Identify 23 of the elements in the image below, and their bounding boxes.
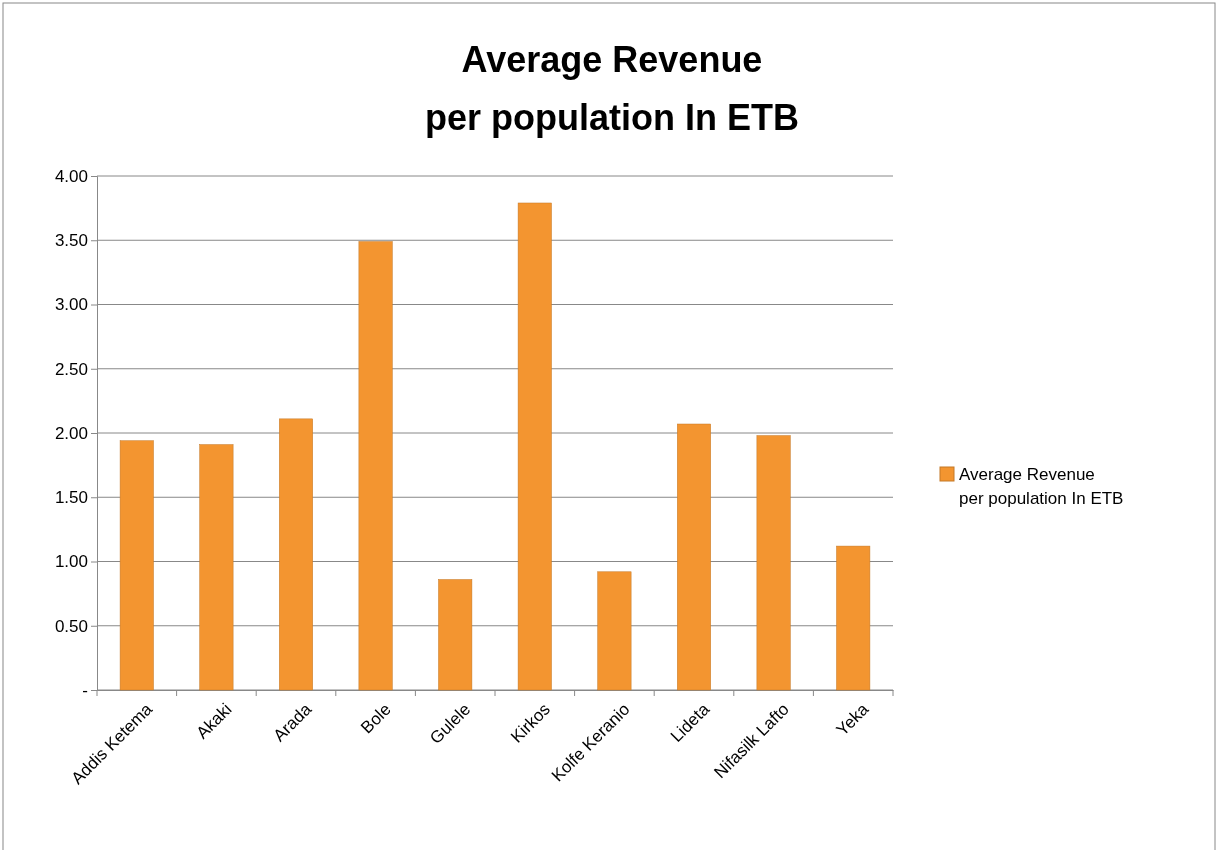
y-tick-label: 0.50 (54, 616, 88, 636)
bar (279, 418, 313, 691)
bar (517, 202, 552, 691)
legend-label: Average Revenue per population In ETB (959, 465, 1124, 508)
x-tick-label: Bole (357, 699, 395, 738)
y-tick-label: 2.50 (54, 359, 88, 379)
y-tick-label: 3.50 (54, 231, 88, 251)
bar (836, 545, 871, 691)
bar (358, 241, 393, 691)
bar (199, 444, 234, 691)
y-tick-label: - (82, 680, 88, 700)
bar (597, 571, 632, 691)
x-tick-label: Yeka (832, 699, 873, 740)
y-tick-label: 2.00 (54, 423, 88, 443)
y-tick-label: 1.50 (54, 488, 88, 508)
y-tick-label: 1.00 (54, 552, 88, 572)
y-tick-label: 4.00 (54, 166, 88, 186)
y-tick-label: 3.00 (54, 295, 88, 315)
bar (756, 435, 791, 691)
chart-title: Average Revenue per population In ETB (425, 39, 799, 138)
bar (677, 423, 711, 691)
bar (438, 579, 473, 691)
bar (119, 440, 154, 691)
